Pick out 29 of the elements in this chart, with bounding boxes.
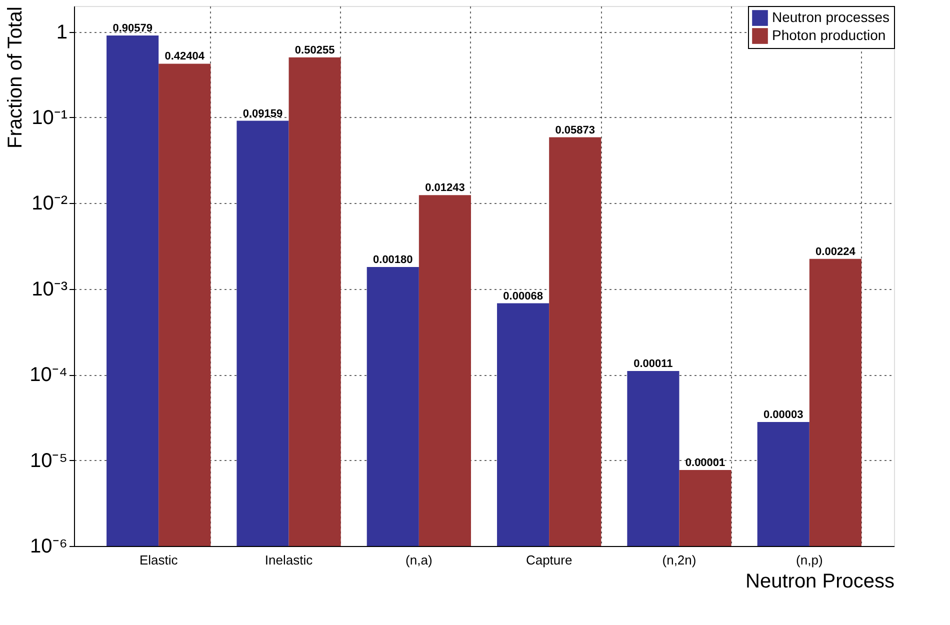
legend-label: Neutron processes (772, 9, 890, 25)
data-label: 0.00003 (763, 408, 804, 421)
x-tick-label: Elastic (139, 552, 178, 568)
y-tick-label: 10⁻³ (32, 278, 68, 300)
data-label: 0.01243 (425, 182, 465, 194)
y-tick-label: 1 (56, 21, 68, 44)
y-tick-label: 10⁻⁵ (30, 450, 68, 472)
data-label: 0.05873 (555, 124, 595, 136)
x-axis-title: Neutron Process (746, 570, 894, 592)
data-label: 0.00180 (373, 254, 413, 266)
x-tick-label: Inelastic (264, 552, 314, 568)
y-tick-label: 10⁻⁶ (30, 536, 68, 558)
data-label: 0.50255 (294, 44, 335, 56)
x-tick-label: Capture (526, 552, 572, 568)
y-tick-label: 10⁻⁴ (30, 364, 68, 386)
y-tick-label: 10⁻¹ (32, 107, 68, 129)
data-label: 0.00001 (685, 457, 726, 470)
x-tick-label: (n,a) (406, 552, 432, 568)
legend-label: Photon production (772, 27, 886, 43)
data-label: 0.90579 (112, 22, 152, 34)
x-tick-label: (n,2n) (662, 552, 696, 568)
data-label: 0.09159 (242, 108, 283, 120)
y-axis-title: Fraction of Total (4, 6, 27, 148)
data-label: 0.00224 (816, 246, 856, 258)
x-tick-label: (n,p) (796, 552, 823, 568)
data-label: 0.00011 (634, 358, 673, 370)
y-tick-label: 10⁻² (32, 192, 68, 215)
data-label: 0.42404 (164, 50, 206, 63)
data-label: 0.00068 (503, 290, 543, 302)
